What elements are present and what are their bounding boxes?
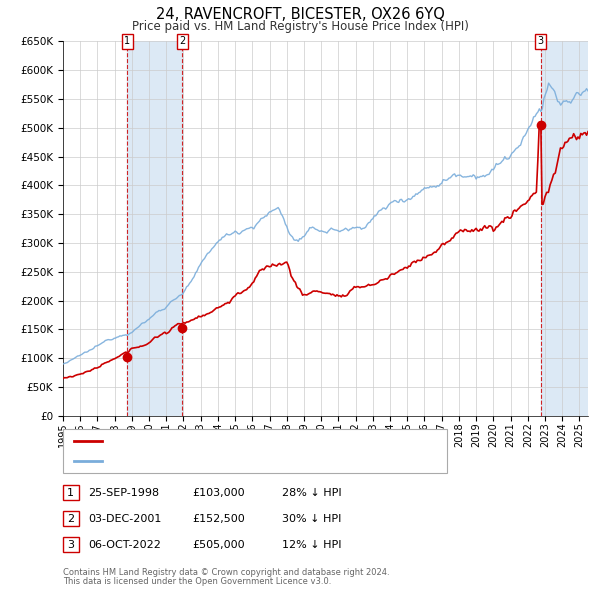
- Text: 24, RAVENCROFT, BICESTER, OX26 6YQ (detached house): 24, RAVENCROFT, BICESTER, OX26 6YQ (deta…: [106, 437, 406, 446]
- Text: Contains HM Land Registry data © Crown copyright and database right 2024.: Contains HM Land Registry data © Crown c…: [63, 568, 389, 576]
- Text: £505,000: £505,000: [192, 540, 245, 549]
- Text: 1: 1: [124, 37, 130, 46]
- Text: Price paid vs. HM Land Registry's House Price Index (HPI): Price paid vs. HM Land Registry's House …: [131, 20, 469, 33]
- Text: 24, RAVENCROFT, BICESTER, OX26 6YQ: 24, RAVENCROFT, BICESTER, OX26 6YQ: [155, 7, 445, 22]
- Text: 3: 3: [67, 540, 74, 549]
- Text: 2: 2: [67, 514, 74, 523]
- Bar: [127, 41, 182, 416]
- Text: 1: 1: [67, 488, 74, 497]
- Text: 30% ↓ HPI: 30% ↓ HPI: [282, 514, 341, 523]
- Text: This data is licensed under the Open Government Licence v3.0.: This data is licensed under the Open Gov…: [63, 577, 331, 586]
- Text: HPI: Average price, detached house, Cherwell: HPI: Average price, detached house, Cher…: [106, 456, 344, 466]
- Text: 28% ↓ HPI: 28% ↓ HPI: [282, 488, 341, 497]
- Text: £103,000: £103,000: [192, 488, 245, 497]
- Text: 12% ↓ HPI: 12% ↓ HPI: [282, 540, 341, 549]
- Bar: [541, 41, 588, 416]
- Text: 3: 3: [538, 37, 544, 46]
- Text: £152,500: £152,500: [192, 514, 245, 523]
- Text: 25-SEP-1998: 25-SEP-1998: [88, 488, 160, 497]
- Text: 06-OCT-2022: 06-OCT-2022: [88, 540, 161, 549]
- Text: 2: 2: [179, 37, 185, 46]
- Text: 03-DEC-2001: 03-DEC-2001: [88, 514, 161, 523]
